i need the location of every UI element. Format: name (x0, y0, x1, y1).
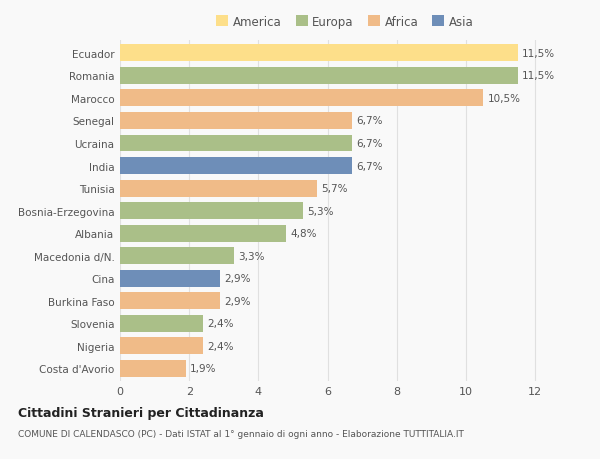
Bar (120, 338, 203, 354)
Bar (120, 90, 484, 107)
Text: 1,9%: 1,9% (190, 364, 217, 374)
Bar (120, 45, 518, 62)
Bar (120, 203, 304, 219)
Text: 2,4%: 2,4% (207, 341, 234, 351)
Text: 6,7%: 6,7% (356, 139, 383, 149)
Bar (120, 225, 286, 242)
Text: 2,4%: 2,4% (207, 319, 234, 329)
Bar (120, 113, 352, 129)
Bar (120, 135, 352, 152)
Text: 6,7%: 6,7% (356, 116, 383, 126)
Bar (120, 360, 186, 377)
Text: 4,8%: 4,8% (290, 229, 317, 239)
Text: 5,7%: 5,7% (322, 184, 348, 194)
Bar (120, 180, 317, 197)
Text: 11,5%: 11,5% (522, 49, 556, 59)
Text: 11,5%: 11,5% (522, 71, 556, 81)
Text: 5,3%: 5,3% (308, 206, 334, 216)
Text: COMUNE DI CALENDASCO (PC) - Dati ISTAT al 1° gennaio di ogni anno - Elaborazione: COMUNE DI CALENDASCO (PC) - Dati ISTAT a… (18, 429, 464, 438)
Legend: America, Europa, Africa, Asia: America, Europa, Africa, Asia (217, 16, 473, 28)
Bar (120, 68, 518, 84)
Bar (120, 315, 203, 332)
Text: Cittadini Stranieri per Cittadinanza: Cittadini Stranieri per Cittadinanza (18, 406, 264, 419)
Text: 2,9%: 2,9% (224, 296, 251, 306)
Text: 3,3%: 3,3% (238, 251, 265, 261)
Text: 2,9%: 2,9% (224, 274, 251, 284)
Bar (120, 293, 220, 309)
Bar (120, 158, 352, 174)
Text: 10,5%: 10,5% (488, 94, 521, 104)
Bar (120, 248, 234, 264)
Text: 6,7%: 6,7% (356, 161, 383, 171)
Bar (120, 270, 220, 287)
